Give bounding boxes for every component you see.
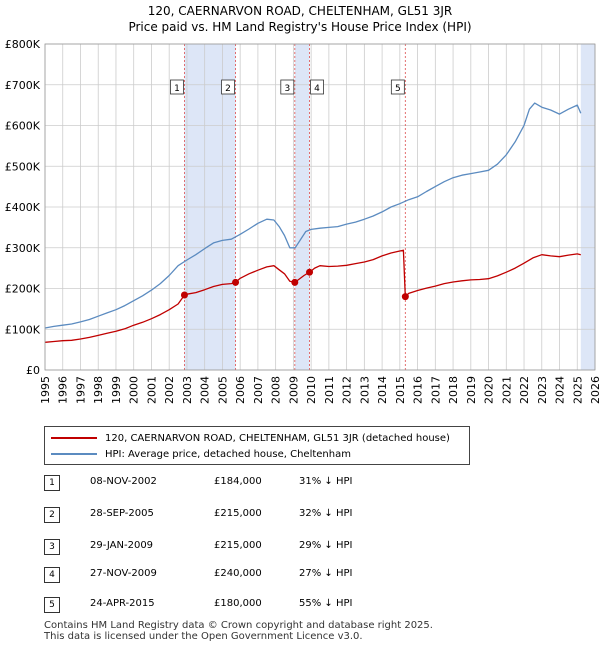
footer-copyright: Contains HM Land Registry data © Crown c… <box>44 620 433 631</box>
transaction-date: 27-NOV-2009 <box>90 568 157 579</box>
x-tick-label: 2013 <box>358 376 371 404</box>
legend-hpi-label: HPI: Average price, detached house, Chel… <box>105 448 351 460</box>
footer-attribution: Contains HM Land Registry data © Crown c… <box>44 620 433 642</box>
transaction-number: 2 <box>44 507 60 523</box>
transaction-number-box <box>390 79 405 95</box>
footer-licence: This data is licensed under the Open Gov… <box>44 631 363 642</box>
transaction-number-label: 1 <box>174 84 180 94</box>
x-tick-label: 2020 <box>483 376 496 404</box>
transaction-number: 5 <box>44 597 60 613</box>
y-tick-label: £800K <box>5 38 41 51</box>
legend-hpi-swatch <box>51 453 97 455</box>
x-tick-label: 2000 <box>128 376 141 404</box>
chart-title-address: 120, CAERNARVON ROAD, CHELTENHAM, GL51 3… <box>147 4 453 18</box>
x-tick-label: 2002 <box>163 376 176 404</box>
legend-price-label: 120, CAERNARVON ROAD, CHELTENHAM, GL51 3… <box>105 432 450 444</box>
y-tick-label: £0 <box>26 364 40 377</box>
x-tick-label: 2010 <box>305 376 318 404</box>
transaction-number-label: 5 <box>395 84 401 94</box>
x-tick-label: 2024 <box>554 376 567 404</box>
transaction-hpi-diff: 27% ↓ HPI <box>299 568 353 579</box>
transaction-point <box>401 293 409 301</box>
x-tick-label: 2023 <box>536 376 549 404</box>
transaction-number-box <box>310 79 324 95</box>
x-tick-label: 2004 <box>199 376 212 404</box>
transaction-hpi-diff: 55% ↓ HPI <box>299 598 353 609</box>
transaction-point <box>232 278 240 286</box>
transaction-number-box <box>280 79 295 95</box>
x-tick-label: 2011 <box>323 376 336 404</box>
transaction-number-box <box>170 79 184 95</box>
x-tick-label: 2006 <box>234 376 247 404</box>
x-tick-label: 1999 <box>110 376 123 404</box>
y-tick-label: £600K <box>5 120 41 133</box>
price-chart: £0 £100K £200K £300K £400K £500K £600K £700K £80… <box>5 38 600 404</box>
x-tick-label: 1998 <box>92 376 105 404</box>
y-tick-label: £700K <box>5 79 41 92</box>
transaction-price: £180,000 <box>214 598 262 609</box>
chart-subtitle: Price paid vs. HM Land Registry's House … <box>128 20 472 34</box>
transaction-number: 1 <box>44 475 60 491</box>
transaction-price: £184,000 <box>214 476 262 487</box>
transaction-price: £215,000 <box>214 540 262 551</box>
transaction-hpi-diff: 29% ↓ HPI <box>299 540 353 551</box>
transaction-price: £240,000 <box>214 568 262 579</box>
hpi-line <box>44 102 582 329</box>
legend-item-price: 120, CAERNARVON ROAD, CHELTENHAM, GL51 3… <box>51 430 450 446</box>
transaction-point <box>306 268 314 276</box>
transaction-date: 24-APR-2015 <box>90 598 155 609</box>
transaction-date: 08-NOV-2002 <box>90 476 157 487</box>
transaction-price: £215,000 <box>214 508 262 519</box>
y-tick-label: £200K <box>5 283 41 296</box>
x-tick-label: 2021 <box>500 376 513 404</box>
x-tick-label: 2015 <box>394 376 407 404</box>
x-tick-label: 2007 <box>252 376 265 404</box>
x-tick-label: 1997 <box>74 376 87 404</box>
transaction-number-label: 4 <box>314 84 320 94</box>
x-tick-label: 2003 <box>181 376 194 404</box>
legend-item-hpi: HPI: Average price, detached house, Chel… <box>51 446 351 462</box>
chart-legend: 120, CAERNARVON ROAD, CHELTENHAM, GL51 3… <box>44 426 470 465</box>
x-tick-label: 2026 <box>589 376 600 404</box>
y-tick-label: £100K <box>5 323 41 336</box>
x-tick-label: 2014 <box>376 376 389 404</box>
transaction-number: 4 <box>44 567 60 583</box>
x-tick-label: 1996 <box>57 376 70 404</box>
transaction-number-box <box>221 79 235 95</box>
y-tick-label: £400K <box>5 201 41 214</box>
x-tick-label: 2022 <box>518 376 531 404</box>
x-tick-label: 2018 <box>447 376 460 404</box>
x-tick-label: 2012 <box>341 376 354 404</box>
transaction-number: 3 <box>44 539 60 555</box>
transaction-hpi-diff: 31% ↓ HPI <box>299 476 353 487</box>
x-tick-label: 2019 <box>465 376 478 404</box>
transaction-point <box>180 291 188 299</box>
y-tick-label: £300K <box>5 242 41 255</box>
transaction-point <box>291 278 299 286</box>
legend-price-swatch <box>51 437 97 439</box>
x-tick-label: 2005 <box>216 376 229 404</box>
x-tick-label: 2001 <box>145 376 158 404</box>
x-tick-label: 2025 <box>571 376 584 404</box>
x-tick-label: 2017 <box>429 376 442 404</box>
y-tick-label: £500K <box>5 160 41 173</box>
x-tick-label: 2009 <box>287 376 300 404</box>
x-tick-label: 1995 <box>39 376 52 404</box>
transaction-date: 29-JAN-2009 <box>90 540 154 551</box>
transaction-number-label: 3 <box>284 84 290 94</box>
transaction-date: 28-SEP-2005 <box>90 508 154 519</box>
transaction-number-label: 2 <box>225 84 231 94</box>
x-tick-label: 2016 <box>412 376 425 404</box>
transaction-hpi-diff: 32% ↓ HPI <box>299 508 353 519</box>
plot-border <box>44 43 596 371</box>
x-tick-label: 2008 <box>270 376 283 404</box>
